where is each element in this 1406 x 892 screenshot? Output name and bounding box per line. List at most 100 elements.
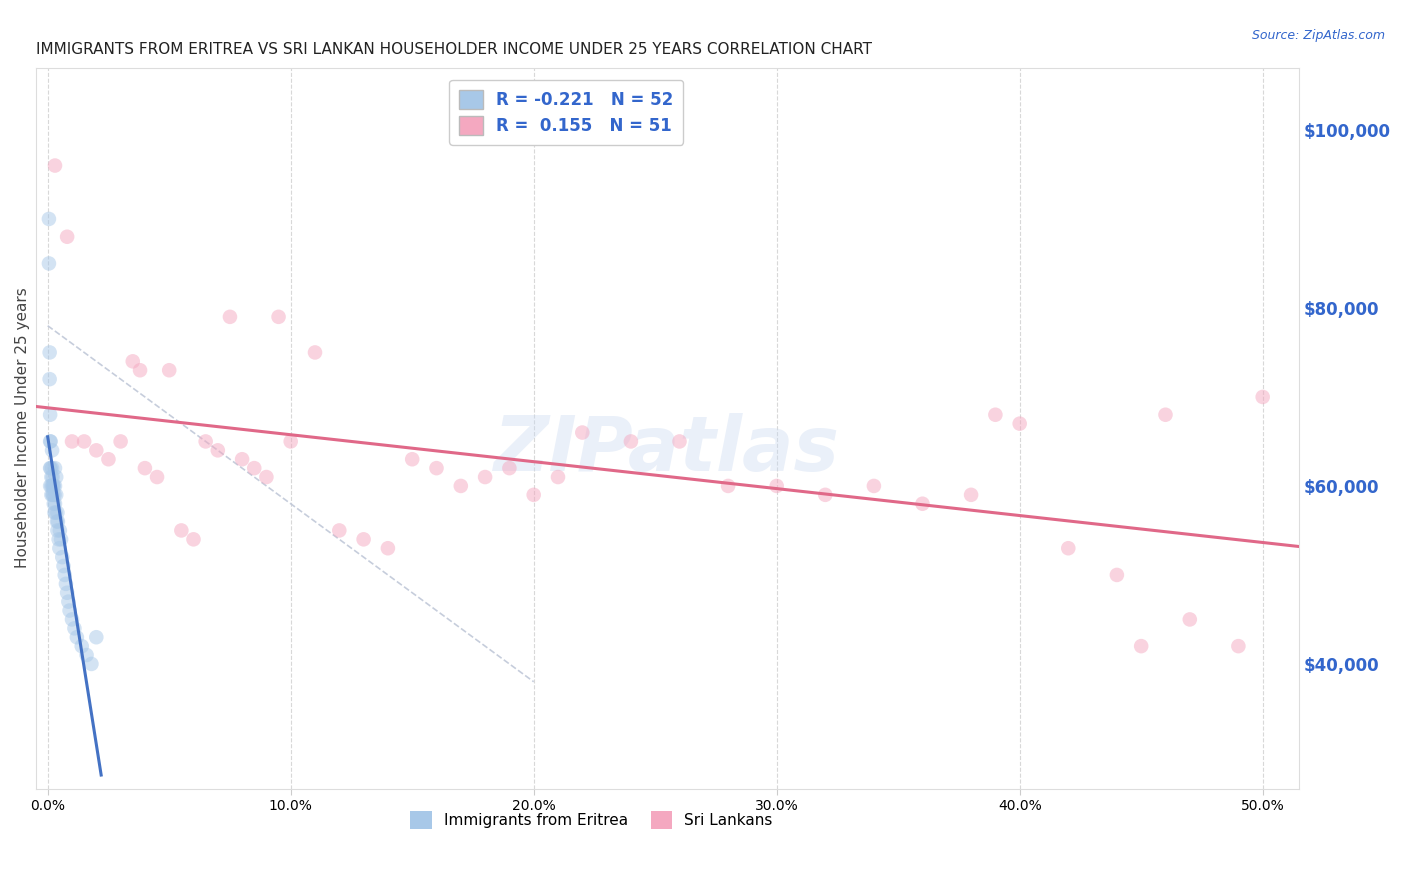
Point bbox=[60, 612, 83, 626]
Point bbox=[53, 568, 76, 582]
Point bbox=[44, 479, 66, 493]
Point bbox=[38, 211, 60, 226]
Point bbox=[911, 497, 934, 511]
Point bbox=[668, 434, 690, 449]
Point bbox=[46, 506, 69, 520]
Point bbox=[280, 434, 302, 449]
Point bbox=[39, 461, 62, 475]
Text: Source: ZipAtlas.com: Source: ZipAtlas.com bbox=[1251, 29, 1385, 43]
Point bbox=[48, 541, 70, 556]
Point bbox=[571, 425, 593, 440]
Point bbox=[45, 488, 67, 502]
Point bbox=[207, 443, 229, 458]
Point bbox=[46, 524, 69, 538]
Point bbox=[42, 497, 65, 511]
Point bbox=[219, 310, 242, 324]
Point bbox=[49, 524, 72, 538]
Point bbox=[45, 470, 67, 484]
Point bbox=[63, 621, 86, 635]
Point bbox=[58, 603, 80, 617]
Point bbox=[498, 461, 520, 475]
Point bbox=[328, 524, 350, 538]
Point bbox=[231, 452, 253, 467]
Point bbox=[254, 470, 277, 484]
Point bbox=[304, 345, 326, 359]
Point bbox=[110, 434, 132, 449]
Point bbox=[170, 524, 193, 538]
Point bbox=[1178, 612, 1201, 626]
Point bbox=[620, 434, 643, 449]
Point bbox=[984, 408, 1007, 422]
Point bbox=[194, 434, 217, 449]
Point bbox=[1105, 568, 1128, 582]
Point bbox=[377, 541, 399, 556]
Point bbox=[45, 515, 67, 529]
Point bbox=[134, 461, 156, 475]
Point bbox=[44, 159, 66, 173]
Point bbox=[42, 479, 65, 493]
Point bbox=[42, 488, 65, 502]
Point bbox=[183, 533, 205, 547]
Point bbox=[60, 434, 83, 449]
Point bbox=[765, 479, 787, 493]
Point bbox=[243, 461, 266, 475]
Point bbox=[39, 479, 62, 493]
Point bbox=[41, 488, 63, 502]
Point bbox=[52, 559, 75, 574]
Point bbox=[46, 515, 69, 529]
Point bbox=[353, 533, 375, 547]
Point bbox=[523, 488, 546, 502]
Point bbox=[474, 470, 496, 484]
Point bbox=[41, 443, 63, 458]
Point bbox=[267, 310, 290, 324]
Point bbox=[1057, 541, 1080, 556]
Point bbox=[49, 533, 72, 547]
Point bbox=[1008, 417, 1031, 431]
Point bbox=[56, 229, 79, 244]
Point bbox=[814, 488, 837, 502]
Point bbox=[44, 506, 66, 520]
Point bbox=[960, 488, 983, 502]
Point bbox=[1227, 639, 1250, 653]
Point bbox=[401, 452, 423, 467]
Point bbox=[51, 550, 73, 565]
Point bbox=[73, 434, 96, 449]
Point bbox=[97, 452, 120, 467]
Point bbox=[717, 479, 740, 493]
Point bbox=[84, 630, 107, 644]
Point bbox=[157, 363, 180, 377]
Point bbox=[76, 648, 98, 662]
Point bbox=[41, 461, 63, 475]
Point bbox=[42, 479, 65, 493]
Point bbox=[38, 345, 60, 359]
Point bbox=[38, 372, 60, 386]
Y-axis label: Householder Income Under 25 years: Householder Income Under 25 years bbox=[15, 288, 30, 568]
Text: IMMIGRANTS FROM ERITREA VS SRI LANKAN HOUSEHOLDER INCOME UNDER 25 YEARS CORRELAT: IMMIGRANTS FROM ERITREA VS SRI LANKAN HO… bbox=[35, 42, 872, 57]
Point bbox=[41, 470, 63, 484]
Point bbox=[547, 470, 569, 484]
Point bbox=[39, 408, 62, 422]
Point bbox=[1130, 639, 1153, 653]
Point bbox=[863, 479, 886, 493]
Point bbox=[1154, 408, 1177, 422]
Point bbox=[44, 497, 66, 511]
Point bbox=[1251, 390, 1274, 404]
Point bbox=[84, 443, 107, 458]
Point bbox=[41, 479, 63, 493]
Point bbox=[41, 488, 63, 502]
Point bbox=[58, 594, 80, 608]
Point bbox=[56, 585, 79, 599]
Point bbox=[129, 363, 152, 377]
Point bbox=[39, 461, 62, 475]
Point bbox=[66, 630, 89, 644]
Point bbox=[425, 461, 447, 475]
Point bbox=[146, 470, 169, 484]
Point bbox=[450, 479, 472, 493]
Point bbox=[48, 533, 70, 547]
Point bbox=[41, 479, 63, 493]
Point bbox=[41, 470, 63, 484]
Point bbox=[80, 657, 103, 671]
Point bbox=[44, 461, 66, 475]
Point bbox=[38, 256, 60, 270]
Point bbox=[44, 506, 66, 520]
